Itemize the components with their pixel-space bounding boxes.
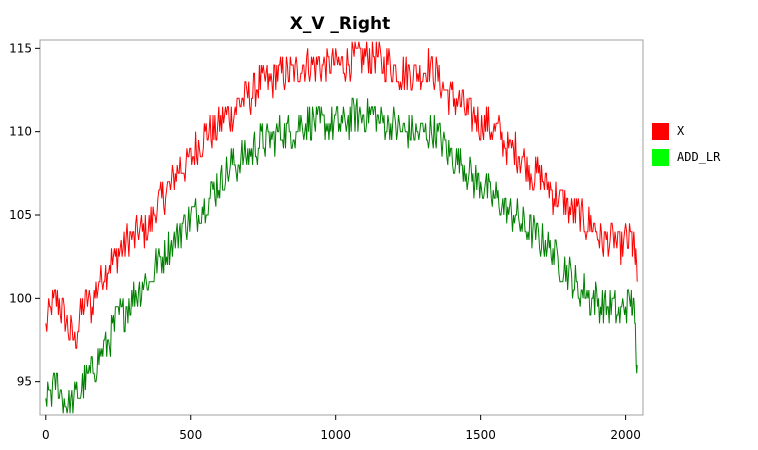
series-line-add-lr	[45, 97, 638, 414]
y-tick-label: 105	[9, 208, 32, 222]
plot-area	[39, 39, 644, 416]
legend-label-add-lr: ADD_LR	[677, 150, 721, 164]
y-tick-label: 95	[17, 375, 32, 389]
y-tick-label: 115	[9, 41, 32, 55]
x-tick-label: 1500	[465, 428, 496, 442]
x-tick-label: 500	[179, 428, 202, 442]
legend-swatch-x	[652, 123, 669, 140]
x-tick-label: 0	[42, 428, 50, 442]
x-tick-label: 2000	[610, 428, 641, 442]
legend-swatch-add-lr	[652, 149, 669, 166]
y-tick-label: 100	[9, 291, 32, 305]
plot-border	[39, 39, 644, 416]
chart-title: X_V _Right	[290, 14, 391, 34]
y-tick-label: 110	[9, 125, 32, 139]
series-line-x	[45, 41, 638, 349]
legend-label-x: X	[677, 124, 685, 138]
x-tick-label: 1000	[320, 428, 351, 442]
